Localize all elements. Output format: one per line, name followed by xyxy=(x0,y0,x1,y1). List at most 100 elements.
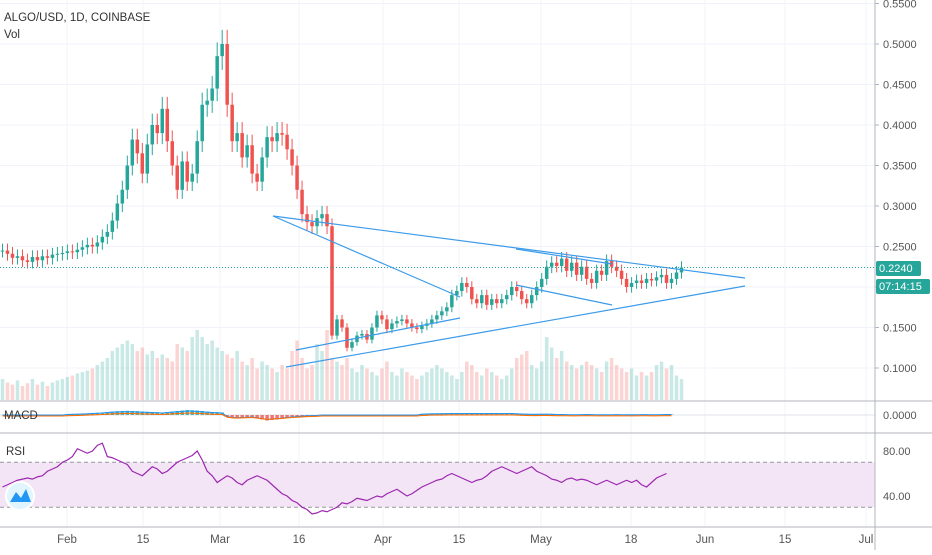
volume-bar xyxy=(385,362,388,401)
candle-body xyxy=(440,311,443,315)
volume-bar xyxy=(111,351,114,400)
volume-bar xyxy=(350,369,353,401)
volume-bar xyxy=(146,355,149,401)
candle-body xyxy=(385,319,388,329)
candle-body xyxy=(405,319,408,323)
x-tick-label: Apr xyxy=(374,534,392,546)
candle-body xyxy=(86,245,89,247)
candle-body xyxy=(345,328,348,348)
candle-body xyxy=(46,256,49,258)
candle-body xyxy=(575,263,578,275)
rsi-lower-label: 40.00 xyxy=(883,491,911,503)
candle-body xyxy=(670,279,673,283)
volume-bar xyxy=(46,386,49,400)
volume-bar xyxy=(580,365,583,400)
candle-body xyxy=(450,295,453,307)
volume-bar xyxy=(465,362,468,401)
candle-body xyxy=(116,204,119,221)
candle-body xyxy=(71,251,74,252)
candle-body xyxy=(195,141,198,173)
volume-bar xyxy=(320,351,323,400)
candle-body xyxy=(645,279,648,283)
candle-body xyxy=(255,174,258,182)
trendlines[interactable] xyxy=(273,216,745,367)
volume-bar xyxy=(415,379,418,400)
volume-bar xyxy=(260,362,263,401)
volume-bar xyxy=(640,372,643,400)
volume-bar xyxy=(520,355,523,401)
candle-body xyxy=(520,291,523,299)
volume-bar xyxy=(450,376,453,401)
volume-bar xyxy=(141,348,144,401)
volume-bar xyxy=(405,372,408,400)
volume-bar xyxy=(425,372,428,400)
volume-bar xyxy=(235,351,238,400)
candle-body xyxy=(210,89,213,101)
volume-bar xyxy=(16,380,19,400)
candle-body xyxy=(285,135,288,150)
candle-body xyxy=(81,247,84,249)
countdown-tag: 07:14:15 xyxy=(876,279,930,294)
volume-bar xyxy=(81,372,84,400)
volume-bar xyxy=(490,372,493,400)
candle-body xyxy=(540,279,543,287)
volume-bar xyxy=(175,344,178,400)
volume-bar xyxy=(655,365,658,400)
volume-bar xyxy=(250,358,253,400)
volume-bar xyxy=(325,330,328,400)
y-tick-label: 0.3000 xyxy=(883,201,917,213)
volume-bar xyxy=(680,379,683,400)
volume-bar xyxy=(121,344,124,400)
volume-bar xyxy=(380,369,383,401)
volume-bar xyxy=(21,386,24,400)
signal-line xyxy=(2,413,671,419)
volume-bar xyxy=(131,344,134,400)
candle-body xyxy=(31,257,34,262)
candle-body xyxy=(325,214,328,226)
volume-bar xyxy=(570,365,573,400)
volume-bar xyxy=(195,330,198,400)
volume-bar xyxy=(620,369,623,401)
candle-body xyxy=(250,145,253,173)
candle-body xyxy=(121,190,124,204)
candle-body xyxy=(220,44,223,56)
candle-body xyxy=(275,133,278,141)
candle-body xyxy=(415,328,418,330)
candle-body xyxy=(360,334,363,336)
volume-bar xyxy=(36,385,39,400)
symbol-title: ALGO/USD, 1D, COINBASE xyxy=(4,12,151,24)
candle-body xyxy=(146,144,149,173)
volume-bar xyxy=(76,373,79,400)
volume-bar xyxy=(675,376,678,401)
candle-body xyxy=(225,44,228,105)
candle-body xyxy=(510,287,513,295)
candle-body xyxy=(141,153,144,173)
candle-body xyxy=(390,323,393,329)
rsi-label: RSI xyxy=(6,446,25,458)
tradingview-logo[interactable] xyxy=(6,482,34,510)
volume-bar xyxy=(96,365,99,400)
volume-bar xyxy=(590,365,593,400)
candle-body xyxy=(470,287,473,299)
volume-bar xyxy=(285,369,288,401)
candle-body xyxy=(625,279,628,287)
volume-bar xyxy=(540,362,543,401)
candle-body xyxy=(395,321,398,323)
volume-bar xyxy=(136,351,139,400)
price-tag: 0.2240 xyxy=(876,261,921,276)
volume-bar xyxy=(31,379,34,400)
volume-bar xyxy=(255,369,258,401)
volume-bar xyxy=(370,372,373,400)
candle-body xyxy=(675,272,678,278)
volume-bar xyxy=(630,369,633,401)
volume-bar xyxy=(51,383,54,401)
candle-body xyxy=(445,307,448,311)
volume-bar xyxy=(550,348,553,401)
candle-body xyxy=(665,275,668,283)
candle-body xyxy=(91,245,94,247)
candle-body xyxy=(205,101,208,105)
x-tick-label: 15 xyxy=(137,534,150,546)
grid-lines xyxy=(0,0,875,527)
